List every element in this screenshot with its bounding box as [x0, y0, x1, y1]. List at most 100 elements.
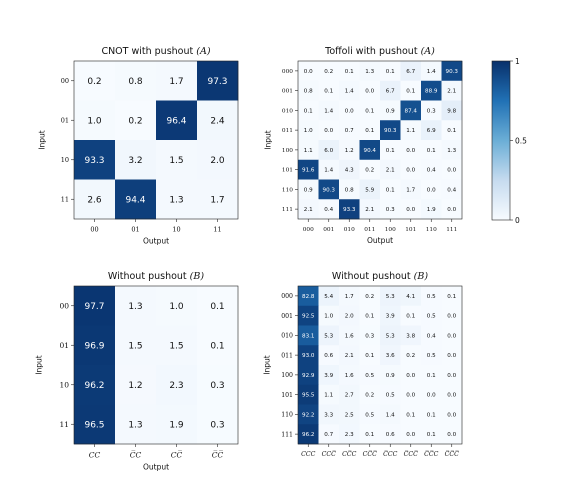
heatmap-cell [156, 404, 198, 445]
cell-value-label: 3.2 [128, 156, 142, 166]
cell-value-label: 2.0 [210, 156, 225, 166]
heatmap-cell [359, 199, 381, 220]
x-tick-label: 11 [213, 226, 221, 234]
cell-value-label: 93.3 [84, 156, 104, 166]
cell-value-label: 0.2 [365, 393, 374, 399]
cell-value-label: 0.0 [447, 314, 456, 320]
cell-value-label: 1.9 [427, 207, 436, 213]
chart-title-main: Without pushout [108, 271, 190, 282]
heatmap-cell [441, 305, 463, 326]
heatmap-cell [298, 305, 319, 326]
heatmap-cell [400, 80, 422, 101]
y-tick-label: 001 [281, 313, 293, 320]
y-tick-label: 010 [282, 108, 293, 114]
cell-value-label: 0.1 [304, 108, 313, 114]
cell-value-label: 4.1 [406, 294, 415, 300]
heatmap-cell [115, 404, 157, 445]
y-tick-label: 011 [282, 128, 293, 134]
heatmap-cell [339, 384, 360, 405]
heatmap-cell [380, 159, 401, 180]
cell-value-label: 90.3 [384, 128, 397, 134]
heatmap-cell [156, 286, 198, 326]
x-tick-label: 001 [323, 227, 334, 233]
y-tick-label: 110 [282, 187, 293, 193]
cell-value-label: 0.2 [128, 116, 142, 126]
cell-value-label: 1.3 [365, 69, 374, 75]
heatmap-cell [298, 140, 319, 161]
x-tick-label: 000 [303, 227, 314, 233]
cell-value-label: 0.1 [427, 432, 436, 438]
heatmap-cell [421, 80, 442, 101]
heatmap-cell [421, 424, 442, 445]
heatmap-cell [197, 365, 239, 405]
cell-value-label: 83.1 [302, 333, 315, 339]
heatmap-cell [441, 404, 463, 425]
cell-value-label: 5.3 [324, 333, 333, 339]
colorbar-gradient [491, 60, 511, 221]
cell-value-label: 2.3 [345, 432, 354, 438]
heatmap-cell [380, 61, 401, 82]
heatmap-cell [298, 365, 319, 386]
heatmap-cell [359, 61, 381, 82]
heatmap-cell [115, 179, 157, 220]
heatmap-cell [441, 365, 463, 386]
heatmap-cell [339, 80, 360, 101]
heatmap-frame [73, 285, 239, 445]
heatmap-cell [318, 325, 340, 346]
cell-value-label: 92.5 [302, 314, 315, 320]
heatmap-cell [380, 404, 401, 425]
cell-value-label: 3.8 [406, 333, 415, 339]
chart-title: Toffoli with pushout (A) [324, 46, 435, 57]
heatmap-cell [74, 286, 116, 326]
heatmap-cell [339, 345, 360, 366]
heatmap-cell [400, 305, 422, 326]
cell-value-label: 0.2 [406, 353, 415, 359]
heatmap-cell [74, 404, 116, 445]
heatmap-cell [156, 325, 198, 366]
cell-value-label: 0.2 [324, 69, 333, 75]
cell-value-label: 0.5 [427, 353, 436, 359]
chart-title: CNOT with pushout (A) [101, 46, 210, 57]
y-tick-label: 00 [61, 77, 69, 85]
cell-value-label: 1.4 [324, 108, 333, 114]
heatmap-cell [400, 100, 422, 121]
heatmap-cell [421, 365, 442, 386]
heatmap-cell [359, 159, 381, 180]
cell-value-label: 92.2 [302, 412, 314, 418]
heatmap-cell [359, 80, 381, 101]
y-tick-label: 101 [282, 168, 293, 174]
x-tick-label: 10 [172, 226, 180, 234]
cell-value-label: 0.1 [365, 353, 374, 359]
heatmap-cell [359, 325, 381, 346]
heatmap-cell [298, 199, 319, 220]
heatmap-cell [318, 345, 340, 366]
heatmap-cell [421, 159, 442, 180]
cell-value-label: 0.0 [427, 393, 436, 399]
cell-value-label: 96.2 [84, 381, 104, 391]
heatmap-cell [339, 120, 360, 141]
heatmap-cell [380, 345, 401, 366]
cell-value-label: 0.0 [447, 393, 456, 399]
cell-value-label: 0.7 [345, 128, 354, 134]
heatmap-cell [380, 286, 401, 307]
cell-value-label: 0.0 [406, 168, 415, 174]
heatmap-cell [400, 345, 422, 366]
cell-value-label: 1.0 [87, 116, 102, 126]
cell-value-label: 0.1 [345, 69, 354, 75]
cell-value-label: 1.5 [128, 341, 142, 351]
x-tick-label: C̅C̅C [424, 450, 438, 458]
cell-value-label: 91.6 [302, 168, 315, 174]
heatmap-panel-3: 97.7 1.3 1.0 0.1 96.9 1.5 1.5 0.1 96.2 1.2 2.3 0.3 9… [35, 271, 239, 472]
heatmap-cell [441, 345, 463, 366]
heatmap-cell [298, 325, 319, 346]
heatmap-cell [298, 286, 319, 307]
cell-value-label: 90.3 [446, 69, 459, 75]
cell-value-label: 0.0 [427, 187, 436, 193]
heatmap-cell [441, 61, 463, 82]
heatmap-cell [441, 199, 463, 220]
chart-title-tag: (B) [190, 271, 205, 282]
cell-value-label: 0.0 [406, 393, 415, 399]
cell-value-label: 2.0 [345, 314, 354, 320]
y-tick-label: 100 [282, 148, 293, 154]
cell-value-label: 0.1 [447, 128, 456, 134]
